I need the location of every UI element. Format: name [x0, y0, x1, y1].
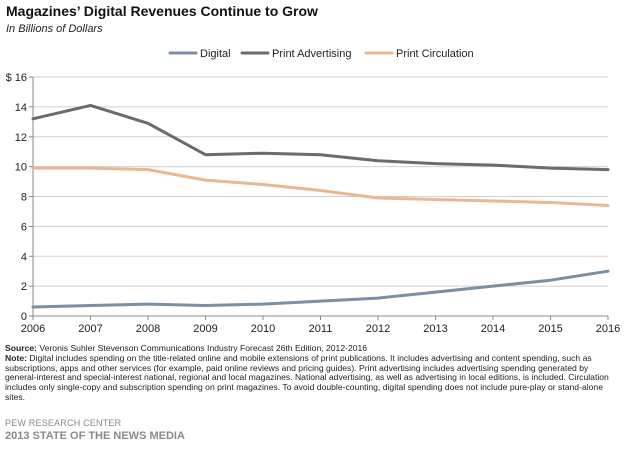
chart-subtitle: In Billions of Dollars	[6, 23, 103, 35]
source-line: Source: Veronis Suhler Stevenson Communi…	[5, 343, 615, 354]
x-axis: 2006 2007 2008 2009 2010 2011 2012 2013 2014 2015…	[21, 315, 620, 335]
series-line-print-advertising	[31, 103, 610, 172]
brand-name: PEW RESEARCH CENTER	[5, 418, 122, 428]
x-tick-label: 2008	[136, 323, 160, 335]
note-line: Note: Digital includes spending on the t…	[5, 352, 615, 403]
x-tick-label: 2011	[309, 323, 333, 335]
y-tick-label: 0	[21, 311, 27, 323]
report-name: 2013 STATE OF THE NEWS MEDIA	[5, 430, 185, 442]
x-tick-label: 2006	[21, 323, 45, 335]
y-tick-label: 8	[21, 192, 27, 204]
chart-legend: Digital Print Advertising Print Circulatio…	[168, 48, 474, 60]
y-axis: 0 2 4 6 8 10 12 14 $ 16	[6, 72, 34, 323]
legend-label-digital: Digital	[200, 48, 231, 60]
y-tick-label: 14	[15, 102, 27, 114]
source-note: Source: Veronis Suhler Stevenson Communi…	[5, 343, 615, 403]
x-tick-label: 2007	[78, 323, 102, 335]
source-text: Veronis Suhler Stevenson Communications …	[37, 343, 368, 353]
x-tick-label: 2009	[193, 323, 217, 335]
gridlines	[33, 76, 608, 287]
line-chart: Digital Print Advertising Print Circulatio…	[6, 48, 621, 335]
y-tick-label: 4	[21, 251, 27, 263]
x-tick-label: 2010	[251, 323, 275, 335]
y-tick-label: 10	[15, 162, 27, 174]
chart-title: Magazines’ Digital Revenues Continue to …	[6, 3, 318, 19]
y-tick-label: 2	[21, 281, 27, 293]
series-lines	[31, 103, 610, 309]
x-tick-label: 2015	[538, 323, 562, 335]
note-text: Digital includes spending on the title-r…	[5, 352, 609, 402]
y-tick-label: $ 16	[6, 72, 27, 84]
legend-label-print-advertising: Print Advertising	[272, 48, 351, 60]
x-tick-label: 2016	[596, 323, 620, 335]
x-tick-label: 2013	[423, 323, 447, 335]
series-line-digital	[31, 269, 610, 309]
x-tick-label: 2014	[481, 323, 505, 335]
x-tick-label: 2012	[366, 323, 390, 335]
legend-label-print-circulation: Print Circulation	[396, 48, 474, 60]
series-line-print-circulation	[31, 166, 610, 207]
source-label: Source:	[5, 343, 37, 353]
y-tick-label: 6	[21, 221, 27, 233]
note-label: Note:	[5, 352, 27, 363]
y-tick-label: 12	[15, 132, 27, 144]
